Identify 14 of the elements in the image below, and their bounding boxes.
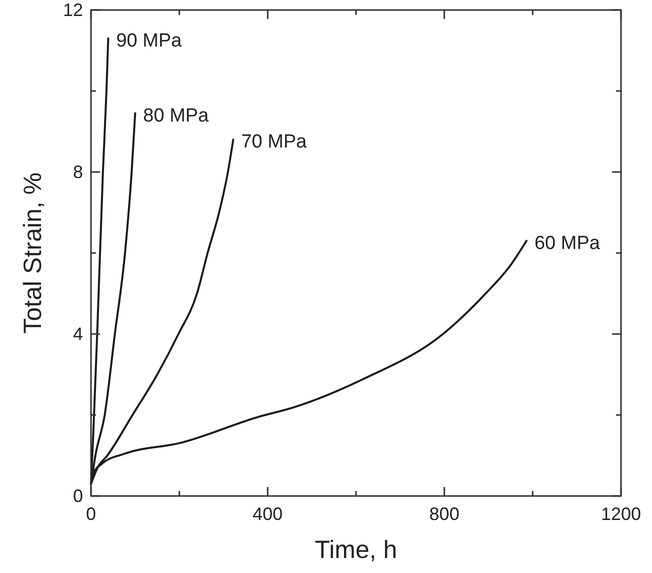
series-label: 70 MPa: [241, 132, 308, 153]
x-tick-label: 400: [252, 504, 283, 524]
series-label: 90 MPa: [116, 30, 182, 52]
y-axis-title: Total Strain, %: [19, 172, 47, 334]
x-tick-label: 1200: [600, 504, 642, 524]
series-label: 80 MPa: [143, 105, 210, 126]
x-axis-title: Time, h: [314, 536, 398, 564]
y-tick-label: 12: [62, 0, 83, 20]
x-tick-label: 800: [429, 504, 460, 524]
y-tick-label: 0: [72, 486, 83, 506]
y-tick-label: 8: [72, 162, 83, 182]
y-tick-label: 4: [72, 324, 83, 344]
x-tick-label: 0: [86, 504, 96, 524]
series-label: 60 MPa: [534, 232, 600, 254]
